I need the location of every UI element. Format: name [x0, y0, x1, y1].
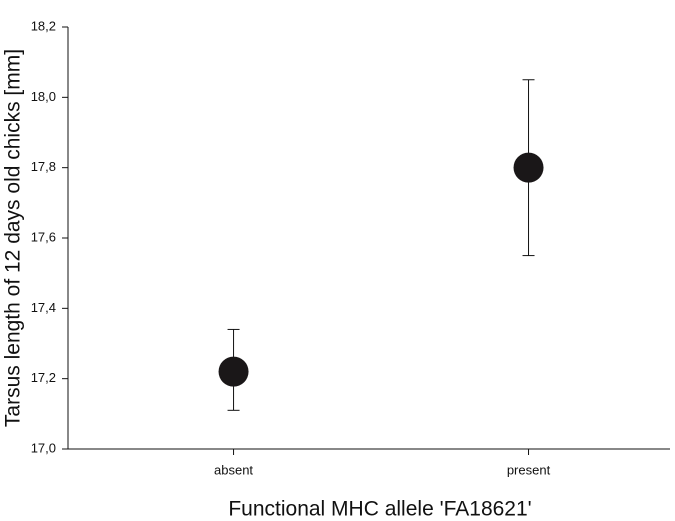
y-tick-label: 18,0: [31, 89, 56, 104]
data-point: [513, 152, 544, 183]
x-tick-label: absent: [214, 462, 253, 477]
y-tick-label: 17,8: [31, 159, 56, 174]
y-tick-label: 17,2: [31, 370, 56, 385]
y-tick-label: 17,6: [31, 229, 56, 244]
y-tick-label: 17,4: [31, 300, 56, 315]
y-axis-title: Tarsus length of 12 days old chicks [mm]: [2, 49, 25, 427]
x-axis-title: Functional MHC allele 'FA18621': [228, 498, 531, 521]
y-tick-label: 17,0: [31, 440, 56, 455]
x-tick-label: present: [507, 462, 551, 477]
y-tick-label: 18,2: [31, 18, 56, 33]
data-point: [218, 356, 249, 387]
